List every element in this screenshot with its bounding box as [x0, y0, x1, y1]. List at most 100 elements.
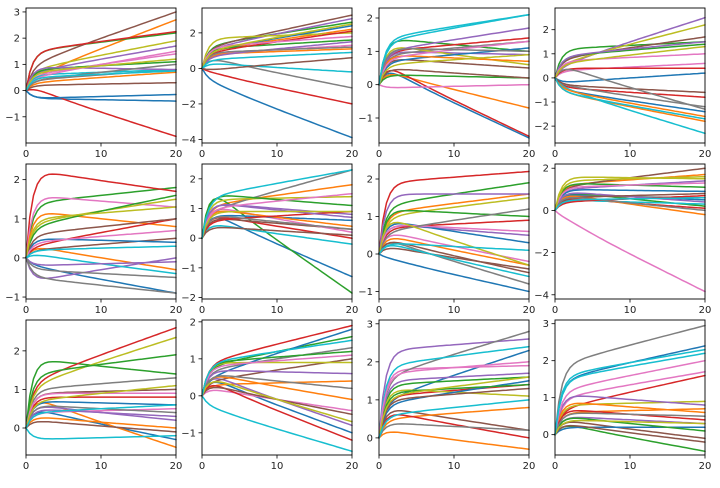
series-line: [25, 81, 177, 92]
y-tick-label: 0: [190, 64, 196, 75]
y-tick-label: 0: [190, 391, 196, 402]
series-line: [201, 14, 353, 70]
series-line: [201, 169, 353, 239]
y-tick-label: 0: [190, 234, 196, 245]
subplot-6: 0 10 20 −2 −1 0 1 2: [181, 163, 358, 316]
subplot-12: 0 10 20 0 1 2 3: [543, 319, 712, 472]
series-line: [554, 197, 706, 212]
series-line: [378, 372, 530, 439]
series-line: [25, 353, 177, 429]
x-tick-label: 20: [699, 461, 712, 472]
x-tick-label: 10: [448, 149, 461, 160]
series-line: [201, 361, 353, 397]
series-line: [378, 242, 530, 285]
y-tick-label: 2: [367, 357, 373, 368]
series-line: [554, 72, 706, 83]
series-line: [378, 208, 530, 255]
series-line: [378, 406, 530, 439]
series-line: [201, 67, 353, 139]
x-tick-label: 0: [199, 149, 205, 160]
series-line: [378, 74, 530, 86]
y-tick-label: 3: [367, 319, 373, 330]
x-tick-label: 10: [95, 149, 108, 160]
axes-frame: [201, 163, 353, 300]
subplot-4: 0 10 20 −2 −1 0 1 2: [534, 7, 711, 160]
series-line: [201, 369, 353, 397]
y-tick-label: 2: [543, 164, 549, 175]
series-line: [201, 210, 353, 239]
series-line: [554, 182, 706, 212]
series-line: [201, 346, 353, 397]
series-line: [554, 421, 706, 440]
y-tick-label: 2: [14, 175, 20, 186]
series-line: [25, 336, 177, 429]
x-tick-label: 10: [95, 461, 108, 472]
series-line: [25, 218, 177, 259]
y-tick-label: 2: [190, 28, 196, 39]
x-tick-label: 10: [271, 461, 284, 472]
y-tick-label: 0: [14, 86, 20, 97]
series-line: [25, 404, 177, 429]
series-line: [25, 417, 177, 429]
series-line: [378, 221, 530, 266]
series-line: [25, 63, 177, 92]
subplot-10: 0 10 20 −1 0 1 2: [181, 317, 358, 472]
series-line: [201, 195, 353, 239]
series-line: [554, 348, 706, 436]
y-tick-label: −4: [534, 290, 549, 301]
series-line: [201, 35, 353, 70]
series-line: [554, 41, 706, 79]
x-tick-label: 0: [552, 149, 558, 160]
y-tick-label: −1: [181, 263, 196, 274]
series-line: [554, 400, 706, 436]
y-tick-label: −4: [181, 135, 196, 146]
series-line: [201, 51, 353, 70]
series-line: [554, 68, 706, 110]
series-line: [25, 257, 177, 266]
series-line: [25, 58, 177, 92]
series-line: [378, 68, 530, 86]
series-line: [25, 70, 177, 92]
y-tick-label: 2: [543, 25, 549, 36]
x-tick-label: 10: [271, 149, 284, 160]
y-tick-label: 2: [190, 317, 196, 328]
series-line: [201, 195, 353, 239]
y-tick-label: −2: [181, 293, 196, 304]
series-line: [25, 88, 177, 138]
series-line: [554, 36, 706, 79]
y-tick-label: −2: [534, 122, 549, 133]
series-line: [25, 218, 177, 259]
series-line: [378, 243, 530, 255]
series-line: [378, 72, 530, 139]
y-tick-label: 0: [367, 433, 373, 444]
series-line: [25, 326, 177, 429]
series-line: [201, 197, 353, 294]
y-tick-label: 0: [367, 250, 373, 261]
series-line: [25, 396, 177, 429]
x-tick-label: 20: [170, 305, 183, 316]
series-line: [25, 245, 177, 259]
series-line: [25, 427, 177, 440]
x-tick-label: 0: [199, 305, 205, 316]
series-line: [554, 77, 706, 108]
series-line: [378, 376, 530, 439]
series-line: [554, 371, 706, 436]
series-line: [554, 16, 706, 79]
series-line: [554, 175, 706, 212]
series-line: [554, 77, 706, 118]
subplot-11: 0 10 20 0 1 2 3: [367, 319, 536, 472]
x-tick-label: 0: [23, 461, 29, 472]
x-tick-label: 20: [699, 305, 712, 316]
series-line: [201, 384, 353, 441]
series-line: [25, 71, 177, 92]
series-line: [25, 89, 177, 99]
series-line: [378, 410, 530, 439]
series-line: [554, 77, 706, 94]
series-line: [201, 41, 353, 70]
series-line: [554, 426, 706, 436]
y-tick-label: 1: [190, 354, 196, 365]
series-line: [201, 215, 353, 239]
series-line: [378, 170, 530, 255]
series-line: [554, 41, 706, 79]
